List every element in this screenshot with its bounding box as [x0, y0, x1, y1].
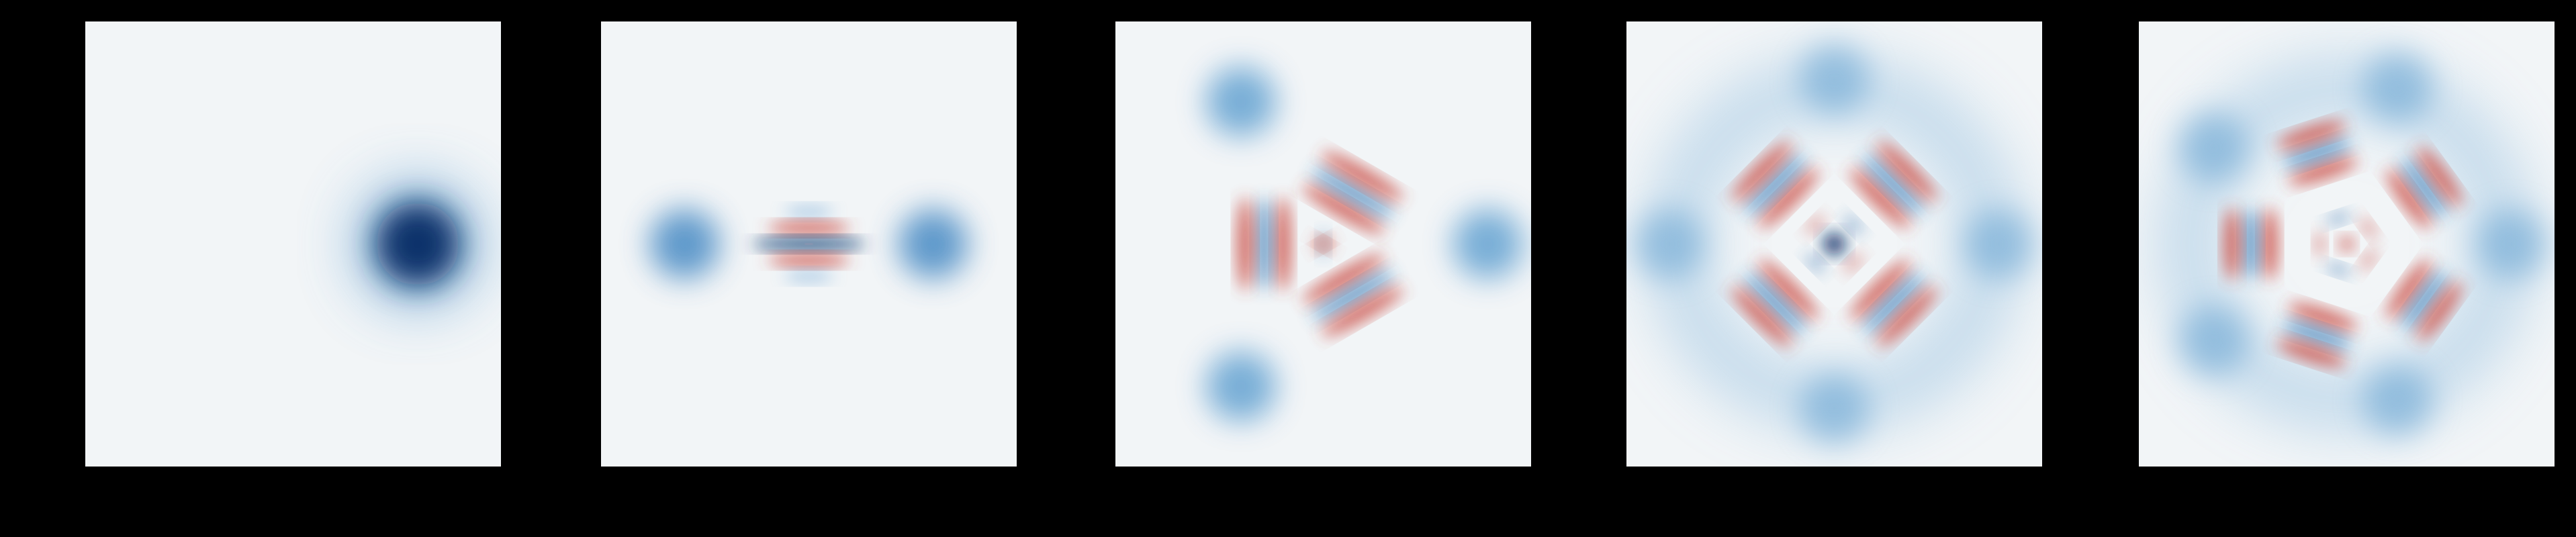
center-mark [1844, 215, 1863, 234]
stripe [1238, 197, 1253, 291]
stripe [2288, 303, 2358, 331]
panel [1626, 21, 2042, 467]
stripe [2243, 207, 2258, 281]
stripe [1876, 141, 1937, 202]
blob [2178, 112, 2249, 183]
blob [1635, 209, 1705, 279]
center-mark [1806, 215, 1825, 234]
blob [2362, 365, 2433, 436]
panel-content [1635, 44, 2034, 444]
stripe [1256, 197, 1272, 291]
center-mark [2315, 232, 2325, 256]
stripe [2276, 340, 2346, 367]
panel-content [357, 183, 478, 305]
stripe [1302, 254, 1385, 303]
center-mark [2360, 217, 2377, 239]
stripe [1731, 141, 1792, 202]
blob [1964, 209, 2034, 279]
stripe [1864, 154, 1924, 215]
stripe [1321, 152, 1404, 201]
stripe [2401, 271, 2446, 330]
stripe [2288, 157, 2358, 185]
stripe [2401, 158, 2446, 217]
stripe [1275, 197, 1291, 291]
stripe [784, 271, 834, 282]
blob [1799, 44, 1870, 115]
stripe [1745, 154, 1805, 215]
stripe [1745, 273, 1805, 334]
stripe [2387, 168, 2432, 229]
stripe [2276, 121, 2346, 148]
stripe [751, 238, 866, 250]
panel [601, 21, 1017, 467]
blob [376, 202, 459, 286]
stripe [2417, 281, 2462, 342]
center-mark [2326, 212, 2350, 225]
stripe [2387, 259, 2432, 320]
blob [1453, 209, 1523, 279]
stripe [1312, 271, 1394, 320]
panel-content [649, 206, 968, 282]
blob [1206, 351, 1276, 422]
stripe [1302, 185, 1385, 234]
stripe [1850, 168, 1911, 228]
blob [1799, 373, 1870, 444]
center-mark [1806, 254, 1825, 273]
stripe [1876, 286, 1937, 347]
stripe [1321, 287, 1404, 336]
panel [85, 21, 501, 467]
stripe [1758, 260, 1819, 320]
blob [649, 209, 720, 279]
stripe [1864, 273, 1924, 334]
center-mark [2326, 263, 2350, 276]
panel [2139, 21, 2555, 467]
stripe [768, 222, 850, 234]
center-mark [1844, 254, 1863, 273]
stripe [768, 254, 850, 266]
stripe [2417, 146, 2462, 207]
stripe [784, 206, 834, 217]
stripe [1731, 286, 1792, 347]
panel-content [2165, 52, 2546, 436]
stripe [2282, 140, 2352, 166]
center-mark [2360, 249, 2377, 271]
stripe [1850, 260, 1911, 320]
blob [2476, 209, 2546, 279]
panel-content [1206, 66, 1523, 422]
stripe [1312, 168, 1394, 217]
blob [2178, 305, 2249, 376]
blob [1206, 66, 1276, 137]
center [1823, 233, 1845, 255]
center [2340, 237, 2354, 251]
stripe [1758, 168, 1819, 228]
panel [1115, 21, 1531, 467]
blob [2362, 52, 2433, 123]
center [1316, 237, 1330, 251]
blob [898, 209, 968, 279]
stripe [2282, 322, 2352, 348]
stripe [2262, 207, 2277, 281]
stripe [2224, 207, 2240, 281]
